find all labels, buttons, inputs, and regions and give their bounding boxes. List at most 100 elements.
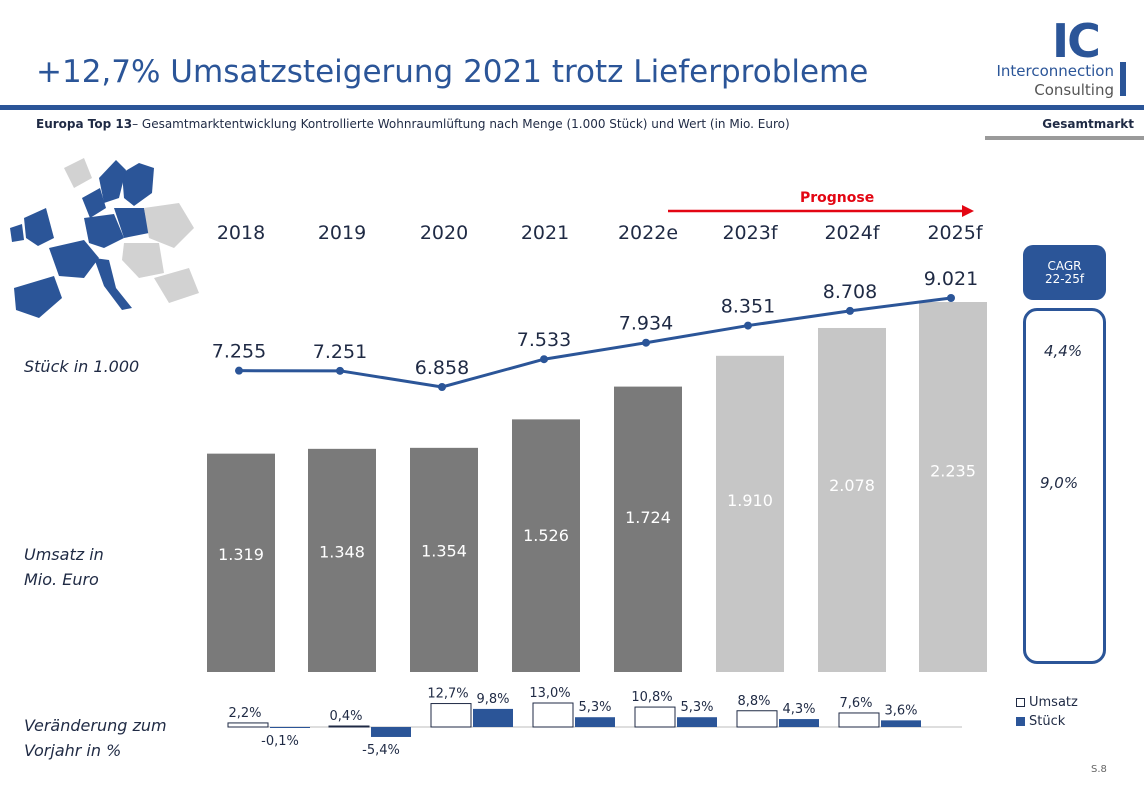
change-stueck-label: 9,8%	[476, 692, 509, 707]
umsatz-bar-label: 1.910	[727, 491, 773, 510]
cagr-head-1: CAGR	[1047, 259, 1082, 273]
section-rule	[985, 136, 1144, 140]
logo-mark: IC	[1052, 14, 1101, 68]
change-umsatz-label: 2,2%	[228, 706, 261, 721]
subtitle-bold: Europa Top 13	[36, 117, 133, 131]
label-change-1: Veränderung zum	[24, 716, 167, 735]
change-umsatz-bar	[634, 706, 676, 728]
change-stueck-bar	[779, 719, 819, 727]
umsatz-bar	[716, 355, 784, 672]
stueck-point-label: 6.858	[415, 357, 469, 379]
cagr-stueck: 4,4%	[1044, 342, 1083, 360]
page-subtitle: Europa Top 13– Gesamtmarktentwicklung Ko…	[36, 117, 790, 131]
change-stueck-label: -5,4%	[362, 743, 400, 758]
stueck-point	[235, 366, 243, 375]
label-umsatz-1: Umsatz in	[24, 545, 104, 564]
label-umsatz-2: Mio. Euro	[24, 570, 99, 589]
change-stueck-bar	[575, 717, 615, 727]
legend-stueck: Stück	[1016, 714, 1065, 729]
stueck-point	[744, 321, 752, 330]
change-umsatz-bar	[227, 722, 269, 728]
umsatz-bar	[207, 453, 275, 672]
subtitle-rest: – Gesamtmarktentwicklung Kontrollierte W…	[132, 117, 790, 131]
prognose-arrow	[668, 205, 974, 217]
change-stueck-label: -0,1%	[261, 734, 299, 749]
change-stueck-bar	[473, 708, 513, 727]
umsatz-bar-label: 2.078	[829, 476, 875, 495]
change-stueck-label: 5,3%	[578, 700, 611, 715]
change-umsatz-bar	[532, 702, 574, 728]
stueck-point	[540, 355, 548, 364]
year-label: 2020	[419, 222, 469, 244]
umsatz-bar	[308, 448, 376, 672]
legend-umsatz: Umsatz	[1016, 695, 1078, 710]
europe-map-icon	[10, 158, 199, 318]
change-stueck-label: 5,3%	[680, 700, 713, 715]
umsatz-bar-label: 1.354	[421, 542, 467, 561]
stueck-point	[642, 338, 650, 347]
year-label: 2024f	[824, 222, 880, 244]
label-change-2: Vorjahr in %	[24, 741, 122, 760]
change-stueck-bar	[881, 720, 921, 727]
year-label: 2021	[520, 222, 570, 244]
section-label: Gesamtmarkt	[1042, 117, 1134, 131]
legend-umsatz-swatch	[1016, 698, 1025, 707]
change-umsatz-bar	[736, 710, 778, 728]
change-umsatz-label: 12,7%	[427, 687, 468, 702]
stueck-point	[438, 383, 446, 391]
legend-stueck-label: Stück	[1029, 714, 1066, 729]
umsatz-bar-label: 1.319	[218, 545, 264, 564]
year-label: 2022e	[617, 222, 679, 244]
stueck-point-label: 7.934	[619, 313, 673, 335]
chart-area: 1.319 1.348 1.354 1.526 1.724 1.910 2.078 2.235…	[207, 268, 987, 758]
change-umsatz-bar	[430, 703, 472, 728]
stueck-point-label: 7.255	[212, 341, 266, 363]
legend-stueck-swatch	[1016, 717, 1025, 726]
stueck-line	[238, 296, 952, 389]
umsatz-bar-label: 1.348	[319, 542, 365, 561]
cagr-header: CAGR 22-25f	[1023, 245, 1106, 300]
cagr-box	[1023, 308, 1106, 664]
umsatz-bar	[614, 386, 682, 672]
umsatz-bar-label: 1.724	[625, 508, 671, 527]
label-stueck: Stück in 1.000	[24, 357, 140, 376]
year-label: 2019	[317, 222, 367, 244]
logo-bar	[1120, 62, 1126, 96]
change-umsatz-label: 10,8%	[631, 690, 672, 705]
change-stueck-bar	[371, 727, 411, 737]
stueck-point-label: 7.251	[313, 341, 367, 363]
logo-line-1: Interconnection	[996, 62, 1114, 80]
change-stueck-bar	[270, 727, 310, 728]
umsatz-bar-label: 2.235	[930, 462, 976, 481]
year-label: 2025f	[927, 222, 983, 244]
page-title: +12,7% Umsatzsteigerung 2021 trotz Liefe…	[36, 54, 869, 90]
change-stueck-label: 3,6%	[884, 703, 917, 718]
logo-line-2: Consulting	[1034, 81, 1114, 99]
change-umsatz-label: 7,6%	[839, 696, 872, 711]
stueck-point-label: 7.533	[517, 329, 571, 351]
change-umsatz-label: 8,8%	[737, 694, 770, 709]
change-umsatz-bar	[328, 725, 370, 728]
change-umsatz-label: 13,0%	[529, 686, 570, 701]
prognose-label: Prognose	[800, 190, 875, 206]
stueck-point	[336, 366, 344, 375]
year-label: 2018	[216, 222, 266, 244]
change-stueck-bar	[677, 717, 717, 727]
stueck-point	[846, 306, 854, 315]
page-number: S.8	[1091, 764, 1107, 775]
cagr-head-2: 22-25f	[1044, 272, 1085, 286]
legend-umsatz-label: Umsatz	[1029, 695, 1078, 710]
cagr-umsatz: 9,0%	[1040, 474, 1079, 492]
stueck-point-label: 8.351	[721, 296, 775, 318]
change-stueck-label: 4,3%	[782, 702, 815, 717]
stueck-point	[947, 294, 955, 302]
stueck-point-label: 8.708	[823, 281, 877, 303]
umsatz-bar	[919, 302, 987, 672]
umsatz-bar	[818, 327, 886, 672]
year-label: 2023f	[722, 222, 778, 244]
header-rule	[0, 105, 1144, 110]
umsatz-bar	[410, 447, 478, 672]
change-umsatz-bar	[838, 712, 880, 728]
stueck-point-label: 9.021	[924, 268, 978, 290]
umsatz-bar-label: 1.526	[523, 526, 569, 545]
